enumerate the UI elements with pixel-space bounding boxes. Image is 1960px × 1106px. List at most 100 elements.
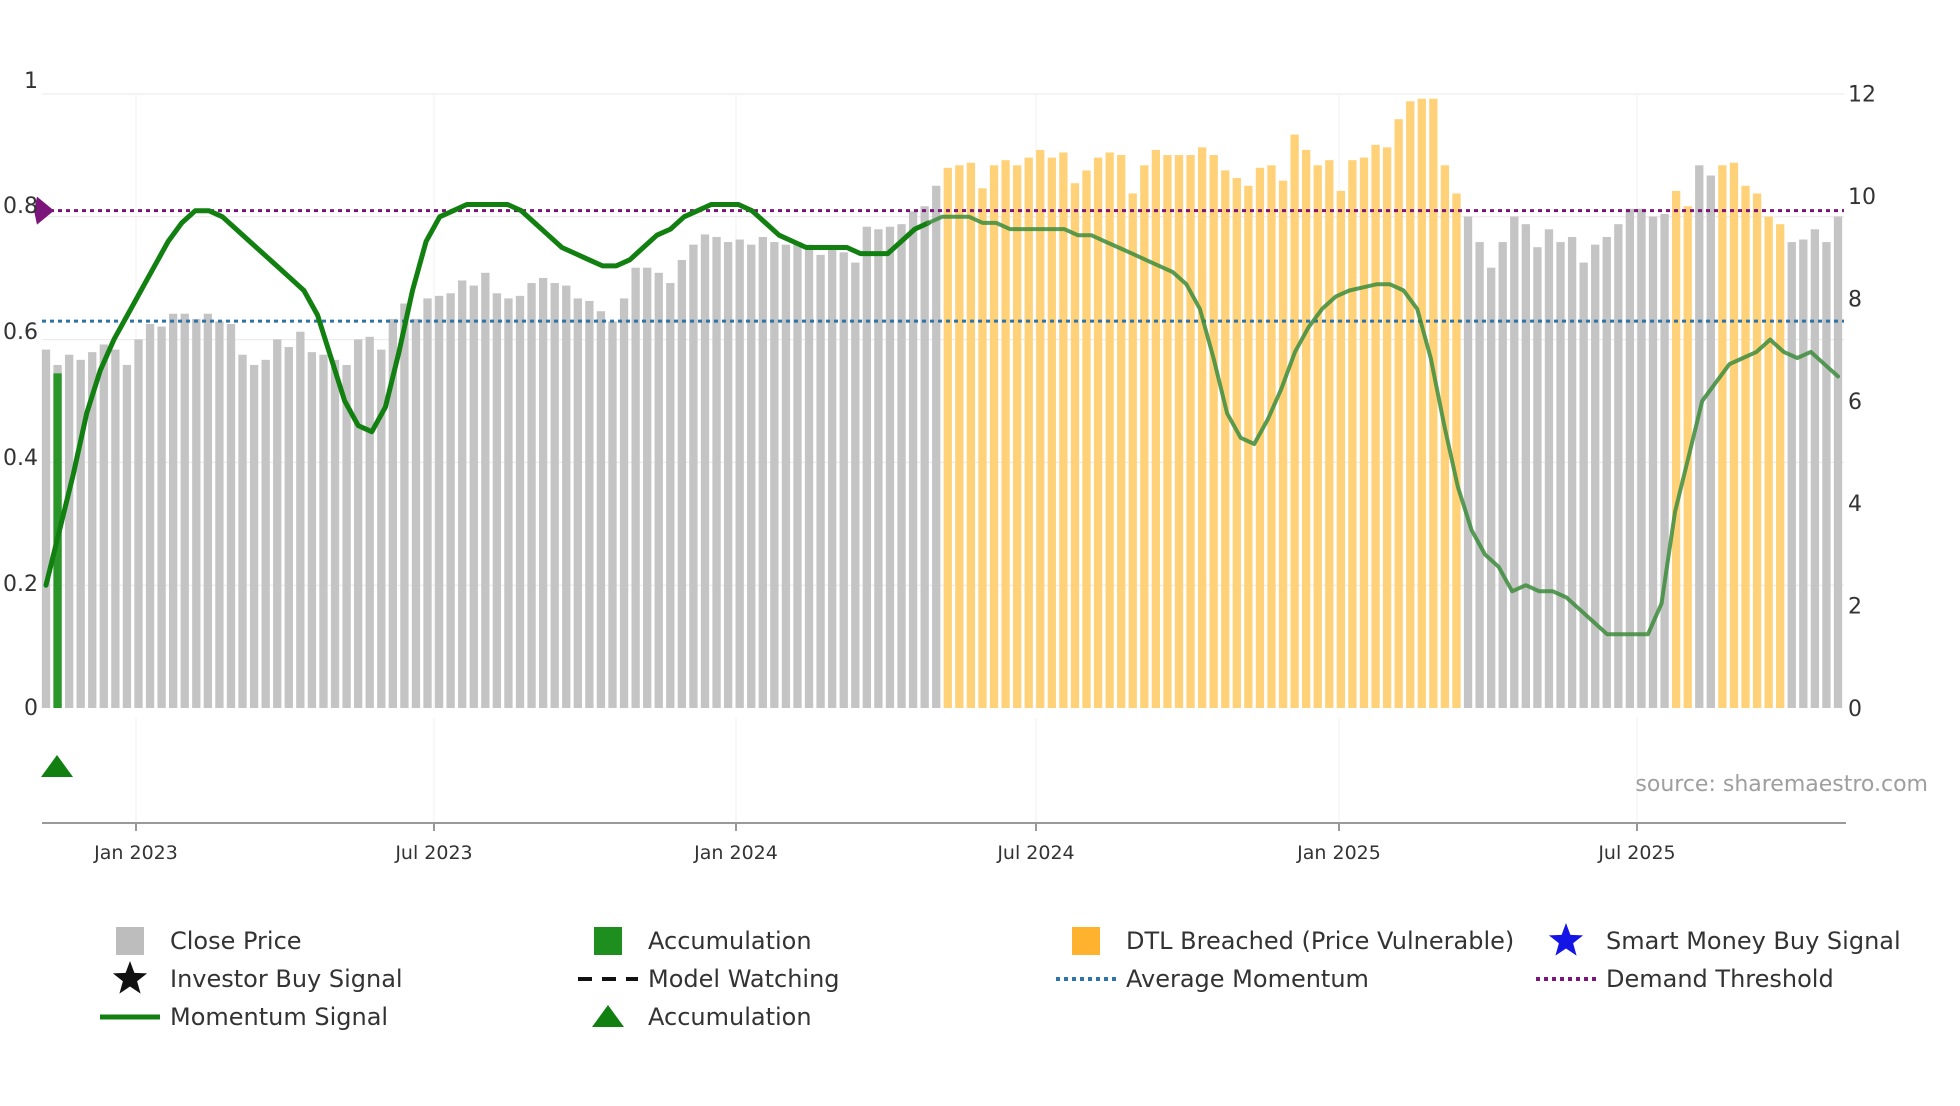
dtl-breached-bar: [1174, 155, 1184, 709]
legend-label: Momentum Signal: [170, 1003, 388, 1031]
x-axis-tick-label: Jan 2024: [693, 842, 778, 864]
signal-markers: [41, 755, 73, 777]
close-price-bar: [1487, 267, 1496, 708]
legend-label: Average Momentum: [1126, 965, 1369, 993]
axes: Jan 2023 Jul 2023 Jan 2024 Jul 2024 Jan 2025…: [3, 69, 1876, 864]
dtl-breached-bar: [1359, 157, 1369, 709]
close-price-bar: [353, 339, 363, 708]
dtl-breached-bar: [1290, 134, 1299, 708]
momentum-signal-line-solid: [43, 202, 931, 588]
dtl-breached-bar: [1001, 160, 1010, 708]
dtl-breached-bar: [943, 167, 952, 709]
dtl-breached-bar: [1012, 165, 1022, 708]
close-price-bar: [643, 267, 652, 708]
legend-item: Close Price: [116, 927, 302, 955]
close-price-bar: [145, 324, 155, 708]
close-price-bar: [816, 254, 825, 708]
dtl-breached-bar: [1232, 178, 1241, 708]
accumulation-triangle-marker: [41, 755, 73, 777]
dtl-breached-bar: [1244, 185, 1253, 708]
close-price-bar: [64, 354, 74, 708]
x-axis-tick-label: Jul 2024: [996, 842, 1074, 864]
close-price-bar: [747, 244, 756, 708]
y-right-tick-label: 8: [1848, 287, 1862, 312]
legend-triangle-icon: [592, 1005, 624, 1027]
dtl-breached-bar: [1382, 147, 1392, 709]
y-left-tick-label: 1: [24, 69, 38, 94]
dtl-breached-bar: [1047, 157, 1056, 709]
legend-item: Accumulation: [594, 927, 812, 955]
close-price-bar: [388, 318, 397, 708]
y-right-tick-label: 10: [1848, 185, 1876, 210]
reference-lines: [34, 196, 1844, 323]
close-price-bar: [99, 344, 108, 708]
close-price-bar: [365, 336, 374, 708]
legend-item: Model Watching: [578, 965, 840, 993]
close-price-bar: [758, 236, 767, 708]
dtl-breached-bar: [1105, 152, 1114, 709]
close-price-bar: [1567, 236, 1577, 708]
dtl-breached-bar: [1776, 224, 1785, 708]
y-left-tick-label: 0.8: [3, 194, 38, 219]
close-price-bar: [897, 224, 906, 708]
legend-item: DTL Breached (Price Vulnerable): [1072, 927, 1514, 955]
dtl-breached-bar: [1417, 98, 1426, 709]
dtl-breached-bar: [1325, 160, 1334, 708]
legend-label: Investor Buy Signal: [170, 965, 403, 993]
legend-item: Smart Money Buy Signal: [1548, 923, 1901, 956]
dtl-breached-bar: [1267, 165, 1276, 708]
source-text: source: sharemaestro.com: [1635, 772, 1928, 797]
dtl-breached-bar: [1452, 193, 1461, 708]
close-price-bar: [504, 298, 513, 708]
close-price-bar: [1556, 242, 1565, 708]
close-price-bar: [1602, 236, 1611, 708]
close-price-bar: [481, 272, 490, 708]
close-price-bar: [1625, 208, 1635, 709]
close-price-bar: [1463, 216, 1473, 709]
close-price-bar: [515, 295, 525, 708]
y-right-tick-label: 6: [1848, 390, 1862, 415]
close-price-bar: [1833, 216, 1843, 709]
close-price-bar: [908, 211, 918, 709]
legend-label: Smart Money Buy Signal: [1606, 927, 1901, 955]
dtl-breached-bar: [1729, 162, 1739, 709]
close-price-bar: [41, 349, 51, 708]
close-price-bar: [434, 295, 444, 708]
close-price-bar: [1533, 247, 1542, 708]
close-price-bar: [180, 313, 189, 708]
x-axis-tick-label: Jul 2025: [1597, 842, 1675, 864]
y-right-tick-label: 12: [1848, 83, 1876, 108]
close-price-bar: [169, 313, 178, 708]
legend: Close Price Accumulation DTL Breached (Pri…: [100, 923, 1901, 1031]
close-price-bar: [862, 226, 872, 708]
close-price-bar: [411, 318, 421, 708]
legend-item: Accumulation: [592, 1003, 812, 1031]
close-price-bar: [88, 352, 97, 708]
close-price-bar: [284, 347, 293, 708]
dtl-breached-bar: [1082, 170, 1091, 708]
legend-label: DTL Breached (Price Vulnerable): [1126, 927, 1514, 955]
dtl-breached-bar: [1278, 180, 1288, 708]
close-price-bar: [677, 260, 687, 708]
dtl-breached-bar: [1117, 155, 1126, 709]
close-price-bar: [700, 234, 710, 708]
close-price-bar: [550, 283, 559, 708]
dtl-breached-bar: [1752, 193, 1762, 708]
y-right-tick-label: 2: [1848, 595, 1862, 620]
legend-swatch: [116, 927, 144, 955]
dtl-breached-bar: [1059, 152, 1068, 709]
close-price-bar: [527, 283, 536, 708]
close-price-bar: [423, 298, 432, 708]
legend-label: Accumulation: [648, 1003, 812, 1031]
y-left-tick-label: 0: [24, 696, 38, 721]
close-price-bar: [226, 324, 236, 708]
close-price-bar: [712, 236, 721, 708]
close-price-bar: [1822, 242, 1831, 708]
close-price-bar: [261, 359, 270, 708]
close-price-bar: [1510, 216, 1519, 709]
close-price-bar: [619, 298, 629, 708]
close-price-bar: [723, 242, 733, 708]
x-axis-tick-label: Jul 2023: [394, 842, 472, 864]
dtl-breached-bar: [966, 162, 976, 709]
